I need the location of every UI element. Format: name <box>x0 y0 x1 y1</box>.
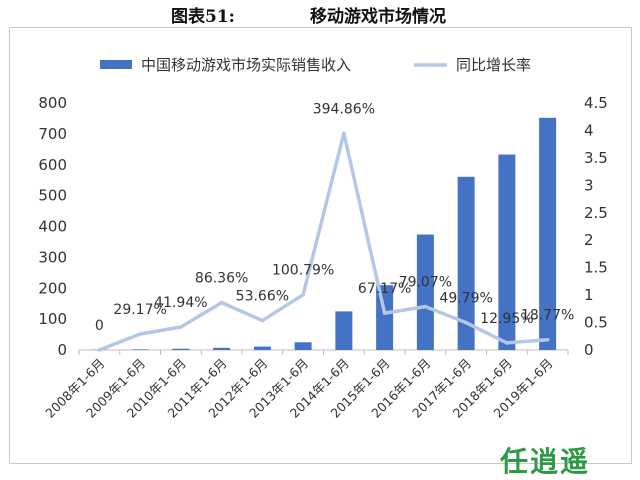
right-tick-label: 1.5 <box>584 259 608 277</box>
growth-data-label: 18.77% <box>521 308 574 324</box>
bar <box>172 349 189 350</box>
bar <box>213 348 230 350</box>
growth-data-label: 100.79% <box>272 263 334 279</box>
left-tick-label: 800 <box>38 94 67 112</box>
right-tick-label: 2.5 <box>584 204 608 222</box>
growth-point <box>138 332 142 336</box>
growth-point <box>505 341 509 345</box>
bar <box>417 235 434 350</box>
growth-point <box>220 301 224 305</box>
legend-label-growth: 同比增长率 <box>456 56 531 74</box>
left-tick-label: 500 <box>38 187 67 205</box>
growth-point <box>342 131 346 135</box>
growth-point <box>301 293 305 297</box>
left-tick-label: 400 <box>38 218 67 236</box>
growth-data-label: 394.86% <box>313 101 375 117</box>
left-tick-label: 200 <box>38 279 67 297</box>
right-tick-label: 4 <box>584 121 594 139</box>
left-tick-label: 600 <box>38 156 67 174</box>
growth-data-label: 79.07% <box>399 275 452 291</box>
growth-point <box>261 319 265 323</box>
growth-point <box>464 321 468 325</box>
right-tick-label: 2 <box>584 231 594 249</box>
growth-data-label: 41.94% <box>154 295 207 311</box>
left-tick-label: 100 <box>38 310 67 328</box>
bar <box>295 342 312 350</box>
axes: 0 100 200 300 400 500 600 700 800 0 0.5 1 1.5 2 2.5 3 3.… <box>38 94 608 421</box>
growth-point <box>424 305 428 309</box>
growth-data-label: 0 <box>95 318 104 334</box>
legend-swatch-sales <box>100 60 132 69</box>
watermark-logo: 任逍遥 <box>500 440 590 480</box>
left-tick-label: 700 <box>38 125 67 143</box>
growth-data-label: 86.36% <box>195 271 248 287</box>
bar <box>335 311 352 350</box>
legend: 中国移动游戏市场实际销售收入 同比增长率 <box>100 56 531 74</box>
right-tick-label: 0 <box>584 341 594 359</box>
right-tick-label: 0.5 <box>584 314 608 332</box>
growth-point <box>383 311 387 315</box>
growth-point <box>98 348 102 352</box>
bar <box>254 347 271 350</box>
right-tick-label: 3.5 <box>584 149 608 167</box>
growth-point <box>546 338 550 342</box>
growth-point <box>179 325 183 329</box>
left-tick-label: 0 <box>57 341 67 359</box>
growth-data-label: 53.66% <box>236 289 289 305</box>
right-tick-label: 3 <box>584 176 594 194</box>
left-tick-label: 300 <box>38 248 67 266</box>
right-tick-label: 1 <box>584 286 594 304</box>
legend-label-sales: 中国移动游戏市场实际销售收入 <box>141 56 351 74</box>
bar <box>132 349 149 350</box>
growth-data-label: 49.79% <box>439 291 492 307</box>
right-tick-label: 4.5 <box>584 94 608 112</box>
